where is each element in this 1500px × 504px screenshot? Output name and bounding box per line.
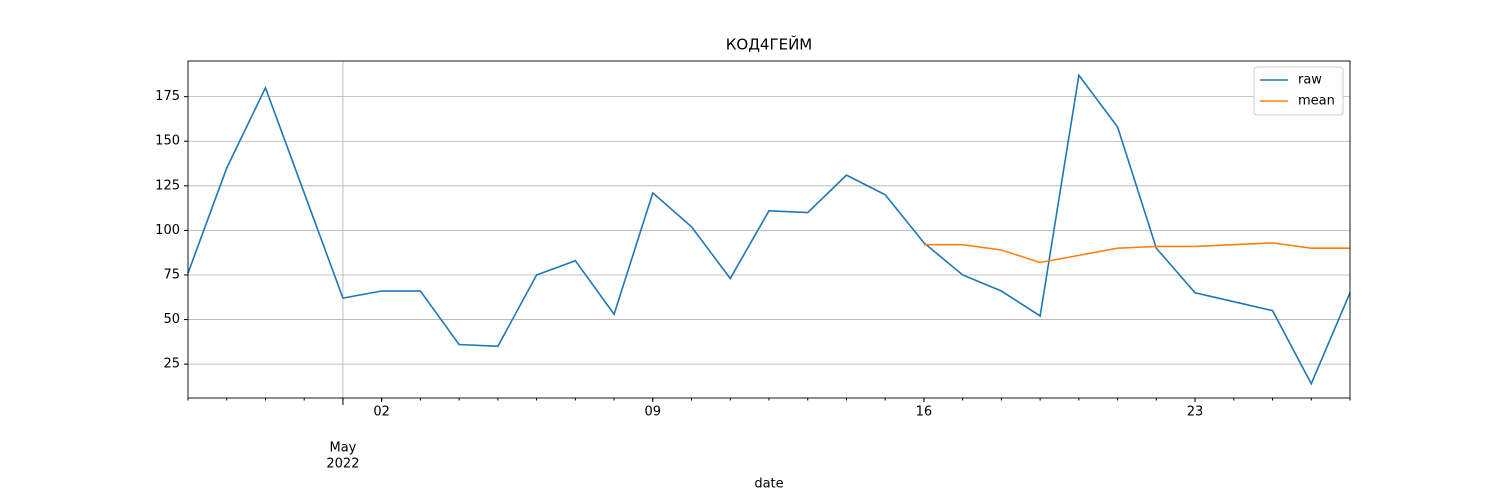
x-tick-label: 02 <box>373 405 390 420</box>
x-tick-label: 09 <box>645 405 662 420</box>
x-tick-label: May <box>329 441 356 456</box>
y-tick-label: 125 <box>155 178 180 193</box>
y-tick-label: 75 <box>163 267 180 282</box>
x-tick-label: 16 <box>916 405 933 420</box>
x-tick-label: 23 <box>1187 405 1204 420</box>
x-tick-label: 2022 <box>326 457 359 472</box>
y-tick-label: 100 <box>155 223 180 238</box>
plot-frame <box>187 60 1351 399</box>
x-axis-label: date <box>754 477 783 492</box>
y-tick-label: 150 <box>155 134 180 149</box>
legend-label: mean <box>1298 94 1335 109</box>
y-tick-label: 25 <box>163 357 180 372</box>
y-tick-label: 50 <box>163 312 180 327</box>
y-tick-label: 175 <box>155 89 180 104</box>
line-series <box>923 242 1350 264</box>
chart-title: КОД4ГЕЙМ <box>726 35 813 54</box>
legend-box <box>1253 66 1344 116</box>
line-series <box>187 73 1351 386</box>
legend-label: raw <box>1298 73 1322 88</box>
